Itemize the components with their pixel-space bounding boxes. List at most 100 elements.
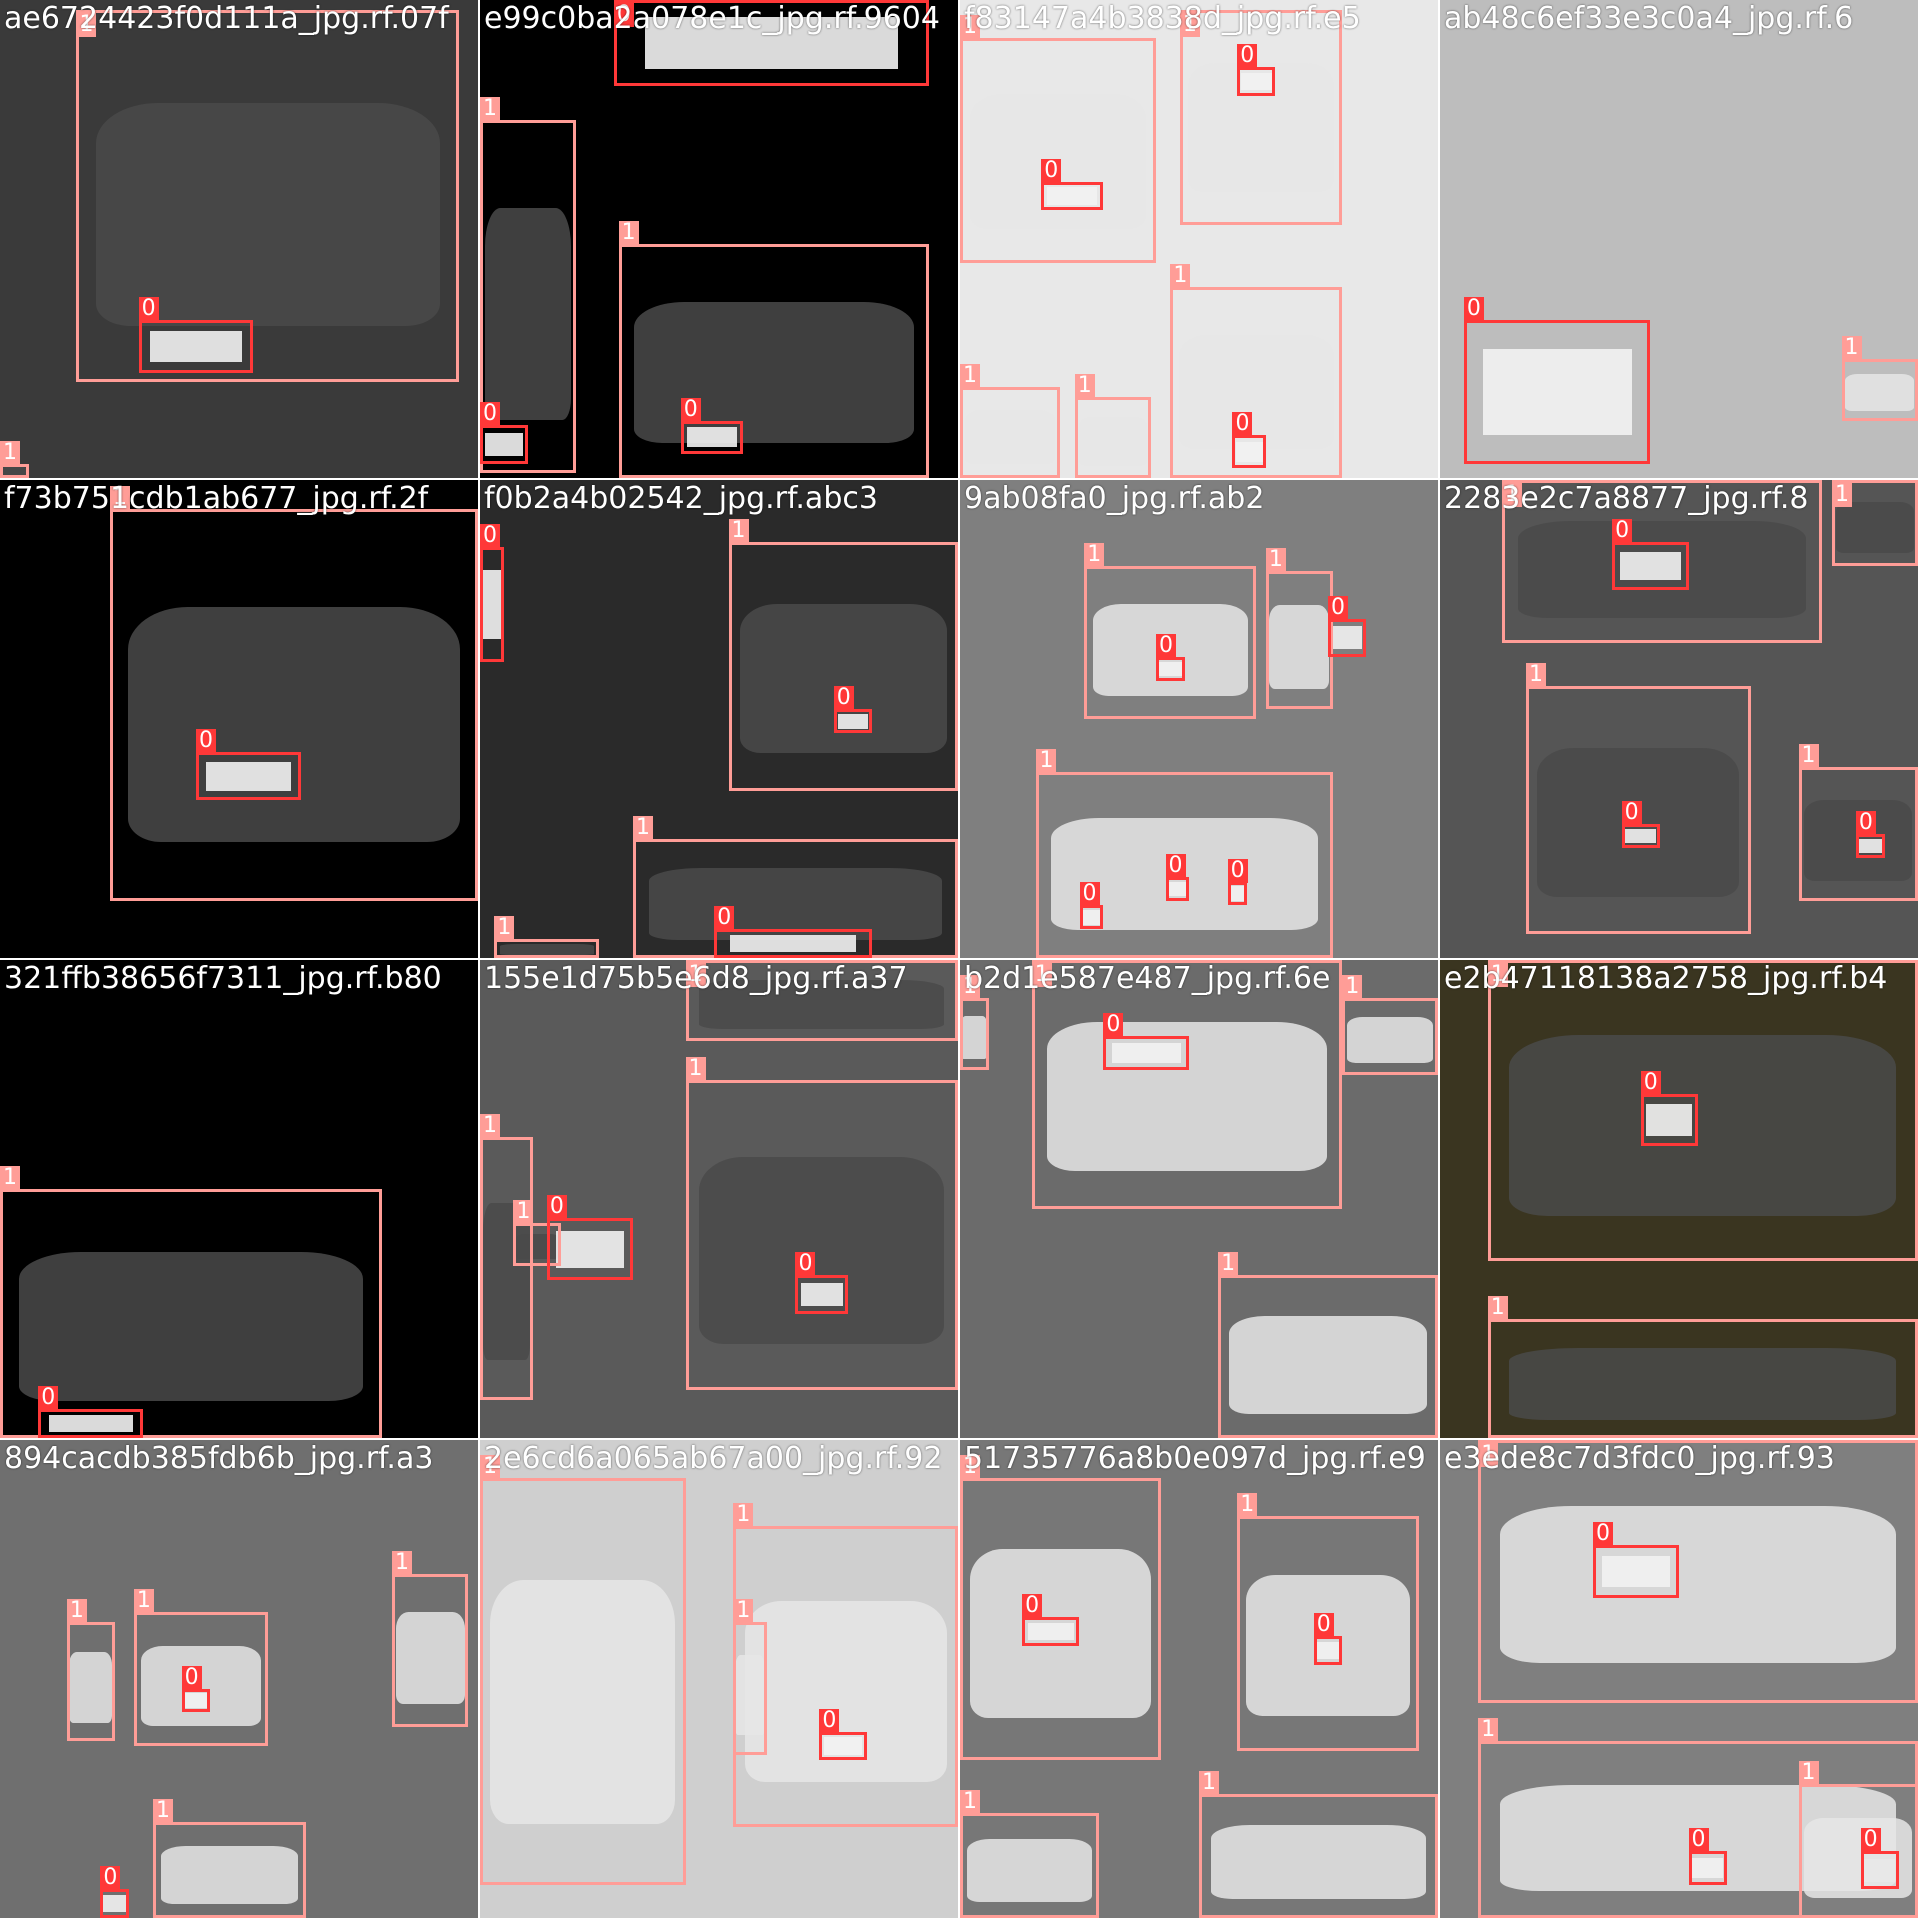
photo — [960, 480, 1438, 958]
vehicle-shape — [965, 409, 1056, 465]
class-label: 0 — [680, 397, 701, 422]
class-label: 1 — [733, 1503, 754, 1528]
vehicle-detection-box: 1 — [960, 1789, 1099, 1918]
photo — [1440, 480, 1918, 958]
photo — [480, 480, 958, 958]
tile-filename: b2d1e587e487_jpg.rf.6e — [964, 961, 1331, 996]
plate-detection-box: 0 — [1041, 158, 1104, 211]
vehicle-shape — [966, 1839, 1092, 1903]
class-label: 1 — [1084, 543, 1105, 568]
plate-detection-box: 0 — [1688, 1828, 1727, 1885]
class-label: 0 — [1592, 1522, 1613, 1547]
class-label: 0 — [795, 1252, 816, 1277]
class-label: 1 — [1036, 748, 1057, 773]
class-label: 0 — [1227, 858, 1248, 883]
class-label: 0 — [1621, 801, 1642, 826]
photo — [0, 960, 478, 1438]
tile: e3ede8c7d3fdc0_jpg.rf.93 1 0 1 0 0 1 — [1440, 1440, 1918, 1918]
class-label: 1 — [0, 440, 20, 465]
license-plate-shape — [1316, 1641, 1340, 1659]
vehicle-shape — [1845, 374, 1915, 412]
vehicle-shape — [634, 302, 914, 443]
license-plate-shape — [555, 1230, 625, 1268]
plate-detection-box: 0 — [1155, 633, 1185, 681]
license-plate-shape — [1625, 828, 1657, 844]
plate-detection-box: 0 — [546, 1195, 633, 1281]
plate-detection-box: 0 — [1592, 1522, 1679, 1598]
tile: f83147a4b3838d_jpg.rf.e5 1 0 1 0 1 0 1 1 — [960, 0, 1438, 478]
class-label: 0 — [38, 1386, 59, 1411]
class-label: 1 — [1798, 743, 1819, 768]
vehicle-shape — [699, 980, 945, 1030]
tile: 51735776a8b0e097d_jpg.rf.e9 1 0 1 0 1 1 — [960, 1440, 1438, 1918]
class-label: 1 — [480, 96, 500, 121]
tile-filename: 894cacdb385fdb6b_jpg.rf.a3 — [4, 1441, 434, 1476]
plate-detection-box: 0 — [1022, 1593, 1080, 1646]
tile-filename: 155e1d75b5e6d8_jpg.rf.a37 — [484, 961, 908, 996]
class-label: 1 — [76, 12, 97, 37]
license-plate-shape — [482, 569, 502, 639]
vehicle-shape — [961, 1016, 988, 1060]
vehicle-detection-box: 1 — [733, 1503, 958, 1828]
plate-detection-box: 0 — [1079, 882, 1104, 930]
class-label: 0 — [1079, 882, 1100, 907]
plate-detection-box: 0 — [1103, 1013, 1190, 1070]
photo — [960, 1440, 1438, 1918]
vehicle-detection-box: 1 — [0, 440, 29, 478]
class-label: 1 — [685, 1056, 706, 1081]
class-label: 1 — [960, 1789, 980, 1814]
license-plate-shape — [1235, 441, 1263, 462]
class-label: 0 — [1232, 411, 1253, 436]
license-plate-shape — [1241, 72, 1272, 90]
vehicle-shape — [649, 868, 942, 941]
license-plate-shape — [1331, 626, 1363, 650]
photo — [1440, 0, 1918, 478]
vehicle-detection-box: 1 — [1487, 960, 1918, 1262]
vehicle-detection-box: 1 — [1831, 480, 1918, 567]
class-label: 1 — [1487, 1295, 1508, 1320]
class-label: 0 — [1041, 158, 1062, 183]
class-label: 1 — [1342, 975, 1363, 1000]
vehicle-detection-box: 1 — [685, 1056, 958, 1391]
tile: ab48c6ef33e3c0a4_jpg.rf.6 0 1 — [1440, 0, 1918, 478]
tile-filename: ab48c6ef33e3c0a4_jpg.rf.6 — [1444, 1, 1854, 36]
license-plate-shape — [103, 1895, 127, 1913]
plate-detection-box: 0 — [1463, 297, 1651, 464]
class-label: 1 — [1199, 1770, 1219, 1795]
plate-detection-box: 0 — [1227, 858, 1248, 906]
class-label: 1 — [960, 364, 980, 389]
class-label: 1 — [480, 1113, 500, 1138]
class-label: 1 — [960, 15, 980, 40]
tile-filename: 321ffb38656f7311_jpg.rf.b80 — [4, 961, 442, 996]
license-plate-shape — [729, 935, 857, 953]
vehicle-shape — [1210, 1824, 1427, 1900]
class-label: 0 — [480, 523, 500, 548]
vehicle-detection-box: 1 — [1036, 748, 1333, 958]
tile-filename: 2e6cd6a065ab67a00_jpg.rf.92 — [484, 1441, 943, 1476]
plate-detection-box: 0 — [613, 0, 930, 87]
class-label: 0 — [1688, 1828, 1709, 1853]
plate-detection-box: 0 — [100, 1866, 130, 1918]
vehicle-shape — [1078, 417, 1148, 466]
plate-detection-box: 0 — [1640, 1070, 1699, 1147]
class-label: 1 — [1487, 963, 1508, 987]
tile: e2b47118138a2758_jpg.rf.b4 1 0 1 — [1440, 960, 1918, 1438]
class-label: 0 — [1237, 43, 1258, 68]
vehicle-detection-box: 1 — [1265, 547, 1333, 710]
vehicle-shape — [1509, 1035, 1897, 1216]
class-label: 1 — [66, 1598, 87, 1623]
plate-detection-box: 0 — [1328, 595, 1367, 657]
class-label: 0 — [1860, 1828, 1881, 1853]
class-label: 0 — [181, 1665, 202, 1690]
class-label: 1 — [1502, 483, 1523, 507]
class-label: 1 — [1237, 1493, 1258, 1518]
photo — [960, 960, 1438, 1438]
vehicle-detection-box: 1 — [1478, 1440, 1918, 1703]
license-plate-shape — [150, 330, 242, 363]
vehicle-shape — [160, 1846, 299, 1904]
license-plate-shape — [1027, 1622, 1074, 1640]
plate-detection-box: 0 — [795, 1252, 849, 1314]
class-label: 1 — [109, 485, 130, 510]
class-label: 1 — [685, 963, 706, 987]
photo — [0, 0, 478, 478]
